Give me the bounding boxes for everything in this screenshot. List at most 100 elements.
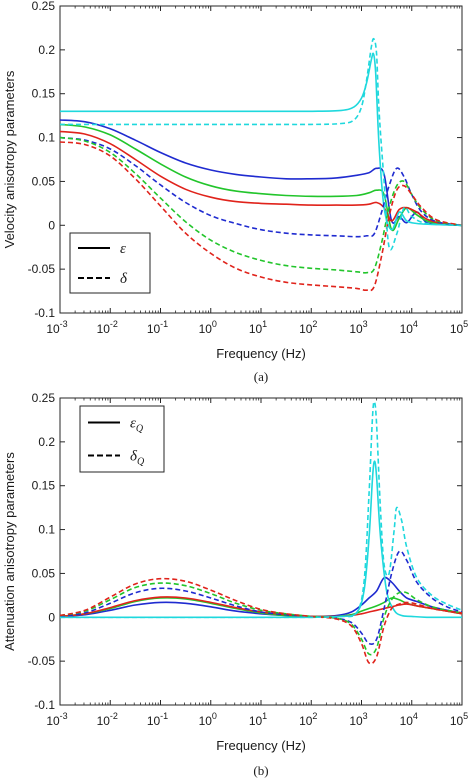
series-group [60,400,462,665]
series-line [60,576,462,618]
chart-panel-1: 10-3 10-2 10-1 100 101 102 103 104 105-0.1-0.050… [2,391,468,778]
x-tick-exponent: 4 [413,711,418,721]
x-tick-exponent: 2 [312,319,317,329]
x-tick-base: 10 [299,322,313,336]
x-tick-exponent: -3 [60,711,68,721]
y-tick-label: -0.05 [28,262,56,276]
x-tick-label: 10-3 [46,319,67,336]
y-tick-label: 0.25 [32,391,56,405]
legend-box [69,232,151,294]
legend-symbol: ε [130,416,136,432]
x-tick-exponent: 3 [363,319,368,329]
series-group [60,37,462,292]
x-tick-exponent: -3 [60,319,68,329]
legend-symbol: ε [120,241,126,257]
x-tick-exponent: -2 [110,319,118,329]
x-tick-base: 10 [249,714,263,728]
y-axis-label: Attenuation anisotropy parameters [2,452,17,651]
y-tick-label: 0 [48,610,55,624]
series-line [60,550,462,646]
x-tick-label: 101 [249,711,267,728]
x-tick-label: 101 [249,319,267,336]
x-tick-exponent: 5 [463,319,468,329]
legend-subscript: Q [136,424,144,435]
x-tick-exponent: 1 [262,711,267,721]
chart-panel-0: 10-3 10-2 10-1 100 101 102 103 104 105-0.1-0.050… [2,0,468,384]
x-tick-label: 103 [349,711,367,728]
legend-symbol: δ [120,271,128,287]
x-tick-label: 100 [199,319,217,336]
series-line [60,130,462,227]
series-line [60,52,462,231]
x-axis-label: Frequency (Hz) [216,346,306,361]
x-tick-base: 10 [147,714,161,728]
series-line [60,136,462,238]
x-tick-base: 10 [46,322,60,336]
x-tick-exponent: 2 [312,711,317,721]
x-tick-exponent: 1 [262,319,267,329]
series-line [60,141,462,292]
x-tick-label: 10-2 [97,319,118,336]
x-tick-base: 10 [349,714,363,728]
x-tick-base: 10 [400,322,414,336]
x-tick-base: 10 [97,322,111,336]
legend: εδ [69,232,151,294]
y-tick-label: 0.15 [32,87,56,101]
x-tick-base: 10 [199,322,213,336]
x-tick-exponent: 0 [212,711,217,721]
x-tick-label: 102 [299,319,317,336]
x-tick-label: 10-1 [147,319,168,336]
legend-symbol: δ [130,449,138,465]
x-tick-exponent: -1 [160,711,168,721]
x-tick-exponent: -1 [160,319,168,329]
legend-label: ε [120,241,126,257]
y-tick-label: 0.15 [32,479,56,493]
x-tick-exponent: 4 [413,319,418,329]
y-tick-label: 0.2 [38,435,55,449]
y-tick-label: -0.1 [34,306,55,320]
x-tick-exponent: 5 [463,711,468,721]
x-tick-label: 102 [299,711,317,728]
legend-label: δQ [130,449,145,468]
x-tick-label: 100 [199,711,217,728]
x-tick-base: 10 [199,714,213,728]
series-line [60,400,462,619]
legend-box [79,405,165,473]
series-line [60,37,462,251]
x-axis-label: Frequency (Hz) [216,738,306,753]
y-tick-label: -0.1 [34,698,55,712]
y-tick-label: 0 [48,218,55,232]
x-tick-base: 10 [46,714,60,728]
x-tick-label: 10-1 [147,711,168,728]
panel-caption: (a) [254,369,268,384]
x-tick-label: 104 [400,319,418,336]
x-tick-label: 103 [349,319,367,336]
series-line [60,577,462,665]
x-tick-base: 10 [147,322,161,336]
x-tick-base: 10 [450,322,464,336]
x-tick-label: 105 [450,319,468,336]
series-line [60,119,462,227]
legend-label: δ [120,271,128,287]
x-tick-base: 10 [97,714,111,728]
legend-subscript: Q [137,457,145,468]
series-line [60,582,462,656]
y-tick-label: 0.05 [32,174,56,188]
y-tick-label: 0.1 [38,131,55,145]
y-tick-label: 0.05 [32,566,56,580]
x-tick-exponent: 3 [363,711,368,721]
y-axis-label: Velocity anisotropy parameters [2,70,17,248]
x-tick-base: 10 [249,322,263,336]
x-tick-label: 10-3 [46,711,67,728]
y-tick-label: -0.05 [28,654,56,668]
x-tick-base: 10 [400,714,414,728]
panel-caption: (b) [253,763,268,778]
x-tick-base: 10 [349,322,363,336]
x-tick-label: 105 [450,711,468,728]
x-tick-label: 10-2 [97,711,118,728]
series-line [60,136,462,274]
y-tick-label: 0.1 [38,523,55,537]
y-tick-label: 0.25 [32,0,56,13]
